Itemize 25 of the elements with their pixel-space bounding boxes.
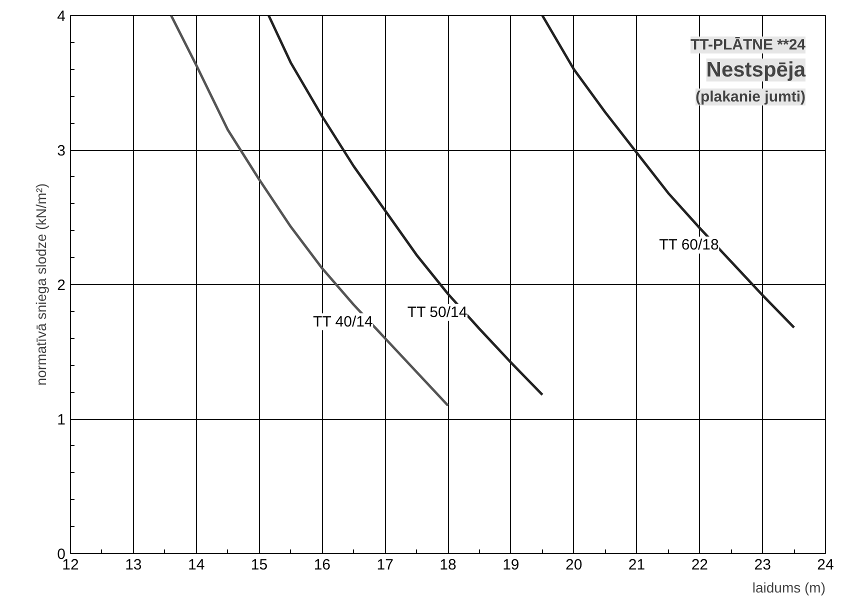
y-tick-label: 2	[57, 277, 66, 294]
text: TT-PLĀTNE **24	[690, 36, 806, 54]
x-tick-label: 18	[440, 556, 456, 574]
x-tick-label: 19	[502, 556, 520, 574]
y-tick-label: 3	[57, 142, 66, 160]
x-tick-label: 16	[314, 556, 331, 574]
x-tick-label: 15	[250, 556, 268, 574]
x-tick-label: 23	[754, 556, 771, 574]
x-axis-title: laidums (m)	[752, 580, 826, 596]
x-tick-label: 21	[628, 556, 646, 574]
annotation: (plakanie jumti)	[695, 88, 806, 106]
x-tick-label: 17	[376, 556, 394, 574]
x-tick-label: 24	[817, 556, 834, 574]
x-tick-label: 14	[188, 556, 205, 574]
series-label: TT 50/14	[407, 304, 468, 321]
text: Nestspēja	[706, 58, 806, 82]
series-label: TT 60/18	[659, 236, 719, 254]
series-label: TT 40/14	[313, 313, 373, 330]
line-series	[267, 16, 544, 396]
x-tick-label: 13	[125, 556, 142, 574]
y-axis-title: normatīvā sniega slodze (kN/m²)	[33, 183, 50, 386]
x-tick-label: 20	[565, 556, 582, 574]
x-tick-label: 22	[691, 556, 708, 574]
y-tick-label: 4	[57, 8, 66, 25]
y-tick-label: 1	[57, 412, 66, 428]
